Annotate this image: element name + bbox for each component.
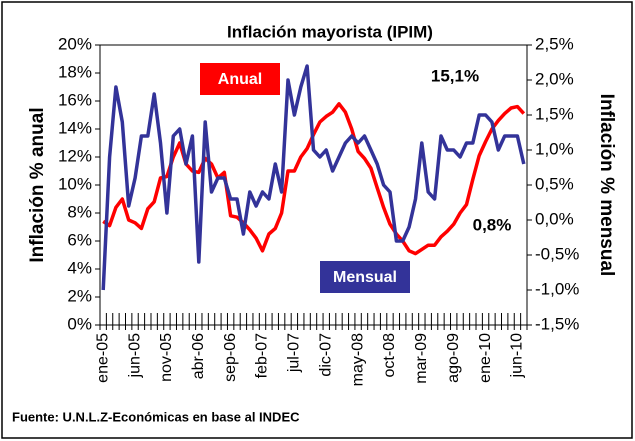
x-tick-label: nov-05 bbox=[158, 333, 175, 382]
x-tick-label: oct-08 bbox=[381, 333, 398, 378]
x-tick-label: jun-10 bbox=[509, 333, 526, 379]
y2-tick-label: 0,0% bbox=[535, 209, 574, 228]
y2-tick-label: -1,5% bbox=[535, 314, 579, 333]
chart-title: Inflación mayorista (IPIM) bbox=[227, 22, 433, 41]
x-tick-label: jun-05 bbox=[126, 333, 143, 379]
y-tick-label: 6% bbox=[67, 230, 92, 249]
y-tick-label: 16% bbox=[58, 90, 92, 109]
legend-label: Anual bbox=[218, 71, 262, 88]
y-tick-label: 8% bbox=[67, 202, 92, 221]
x-tick-label: ene-05 bbox=[94, 333, 111, 383]
legend-label: Mensual bbox=[333, 269, 397, 286]
x-tick-label: feb-07 bbox=[254, 333, 271, 378]
legend-box bbox=[200, 63, 280, 95]
y2-tick-label: 2,0% bbox=[535, 69, 574, 88]
x-tick-label: dic-07 bbox=[317, 333, 334, 377]
x-tick-label: may-08 bbox=[349, 333, 366, 386]
x-tick-label: sep-06 bbox=[222, 333, 239, 382]
y-tick-label: 14% bbox=[58, 118, 92, 137]
x-tick-label: abr-06 bbox=[190, 333, 207, 379]
y2-tick-label: 1,5% bbox=[535, 104, 574, 123]
series-line bbox=[101, 64, 526, 291]
y-axis-label: Inflación % anual bbox=[27, 107, 48, 262]
y-tick-label: 10% bbox=[58, 174, 92, 193]
x-tick-label: mar-09 bbox=[413, 333, 430, 384]
x-tick-label: jul-07 bbox=[286, 333, 303, 373]
y2-tick-label: 2,5% bbox=[535, 34, 574, 53]
y-tick-label: 2% bbox=[67, 286, 92, 305]
source: Fuente: U.N.L.Z-Económicas en base al IN… bbox=[12, 409, 300, 424]
y2-tick-label: -1,0% bbox=[535, 279, 579, 298]
y-tick-label: 12% bbox=[58, 146, 92, 165]
y-tick-label: 18% bbox=[58, 62, 92, 81]
y2-tick-label: 1,0% bbox=[535, 139, 574, 158]
y-tick-label: 0% bbox=[67, 314, 92, 333]
y2-tick-label: 0,5% bbox=[535, 174, 574, 193]
y-tick-label: 20% bbox=[58, 34, 92, 53]
y2-tick-label: -0,5% bbox=[535, 244, 579, 263]
annotation: 15,1% bbox=[431, 66, 479, 85]
legend-box bbox=[320, 261, 410, 293]
y-tick-label: 4% bbox=[67, 258, 92, 277]
x-tick-label: ene-10 bbox=[477, 333, 494, 383]
annotation: 0,8% bbox=[473, 215, 512, 234]
x-tick-label: ago-09 bbox=[445, 333, 462, 383]
y2-axis-label: Inflación % mensual bbox=[596, 94, 617, 277]
